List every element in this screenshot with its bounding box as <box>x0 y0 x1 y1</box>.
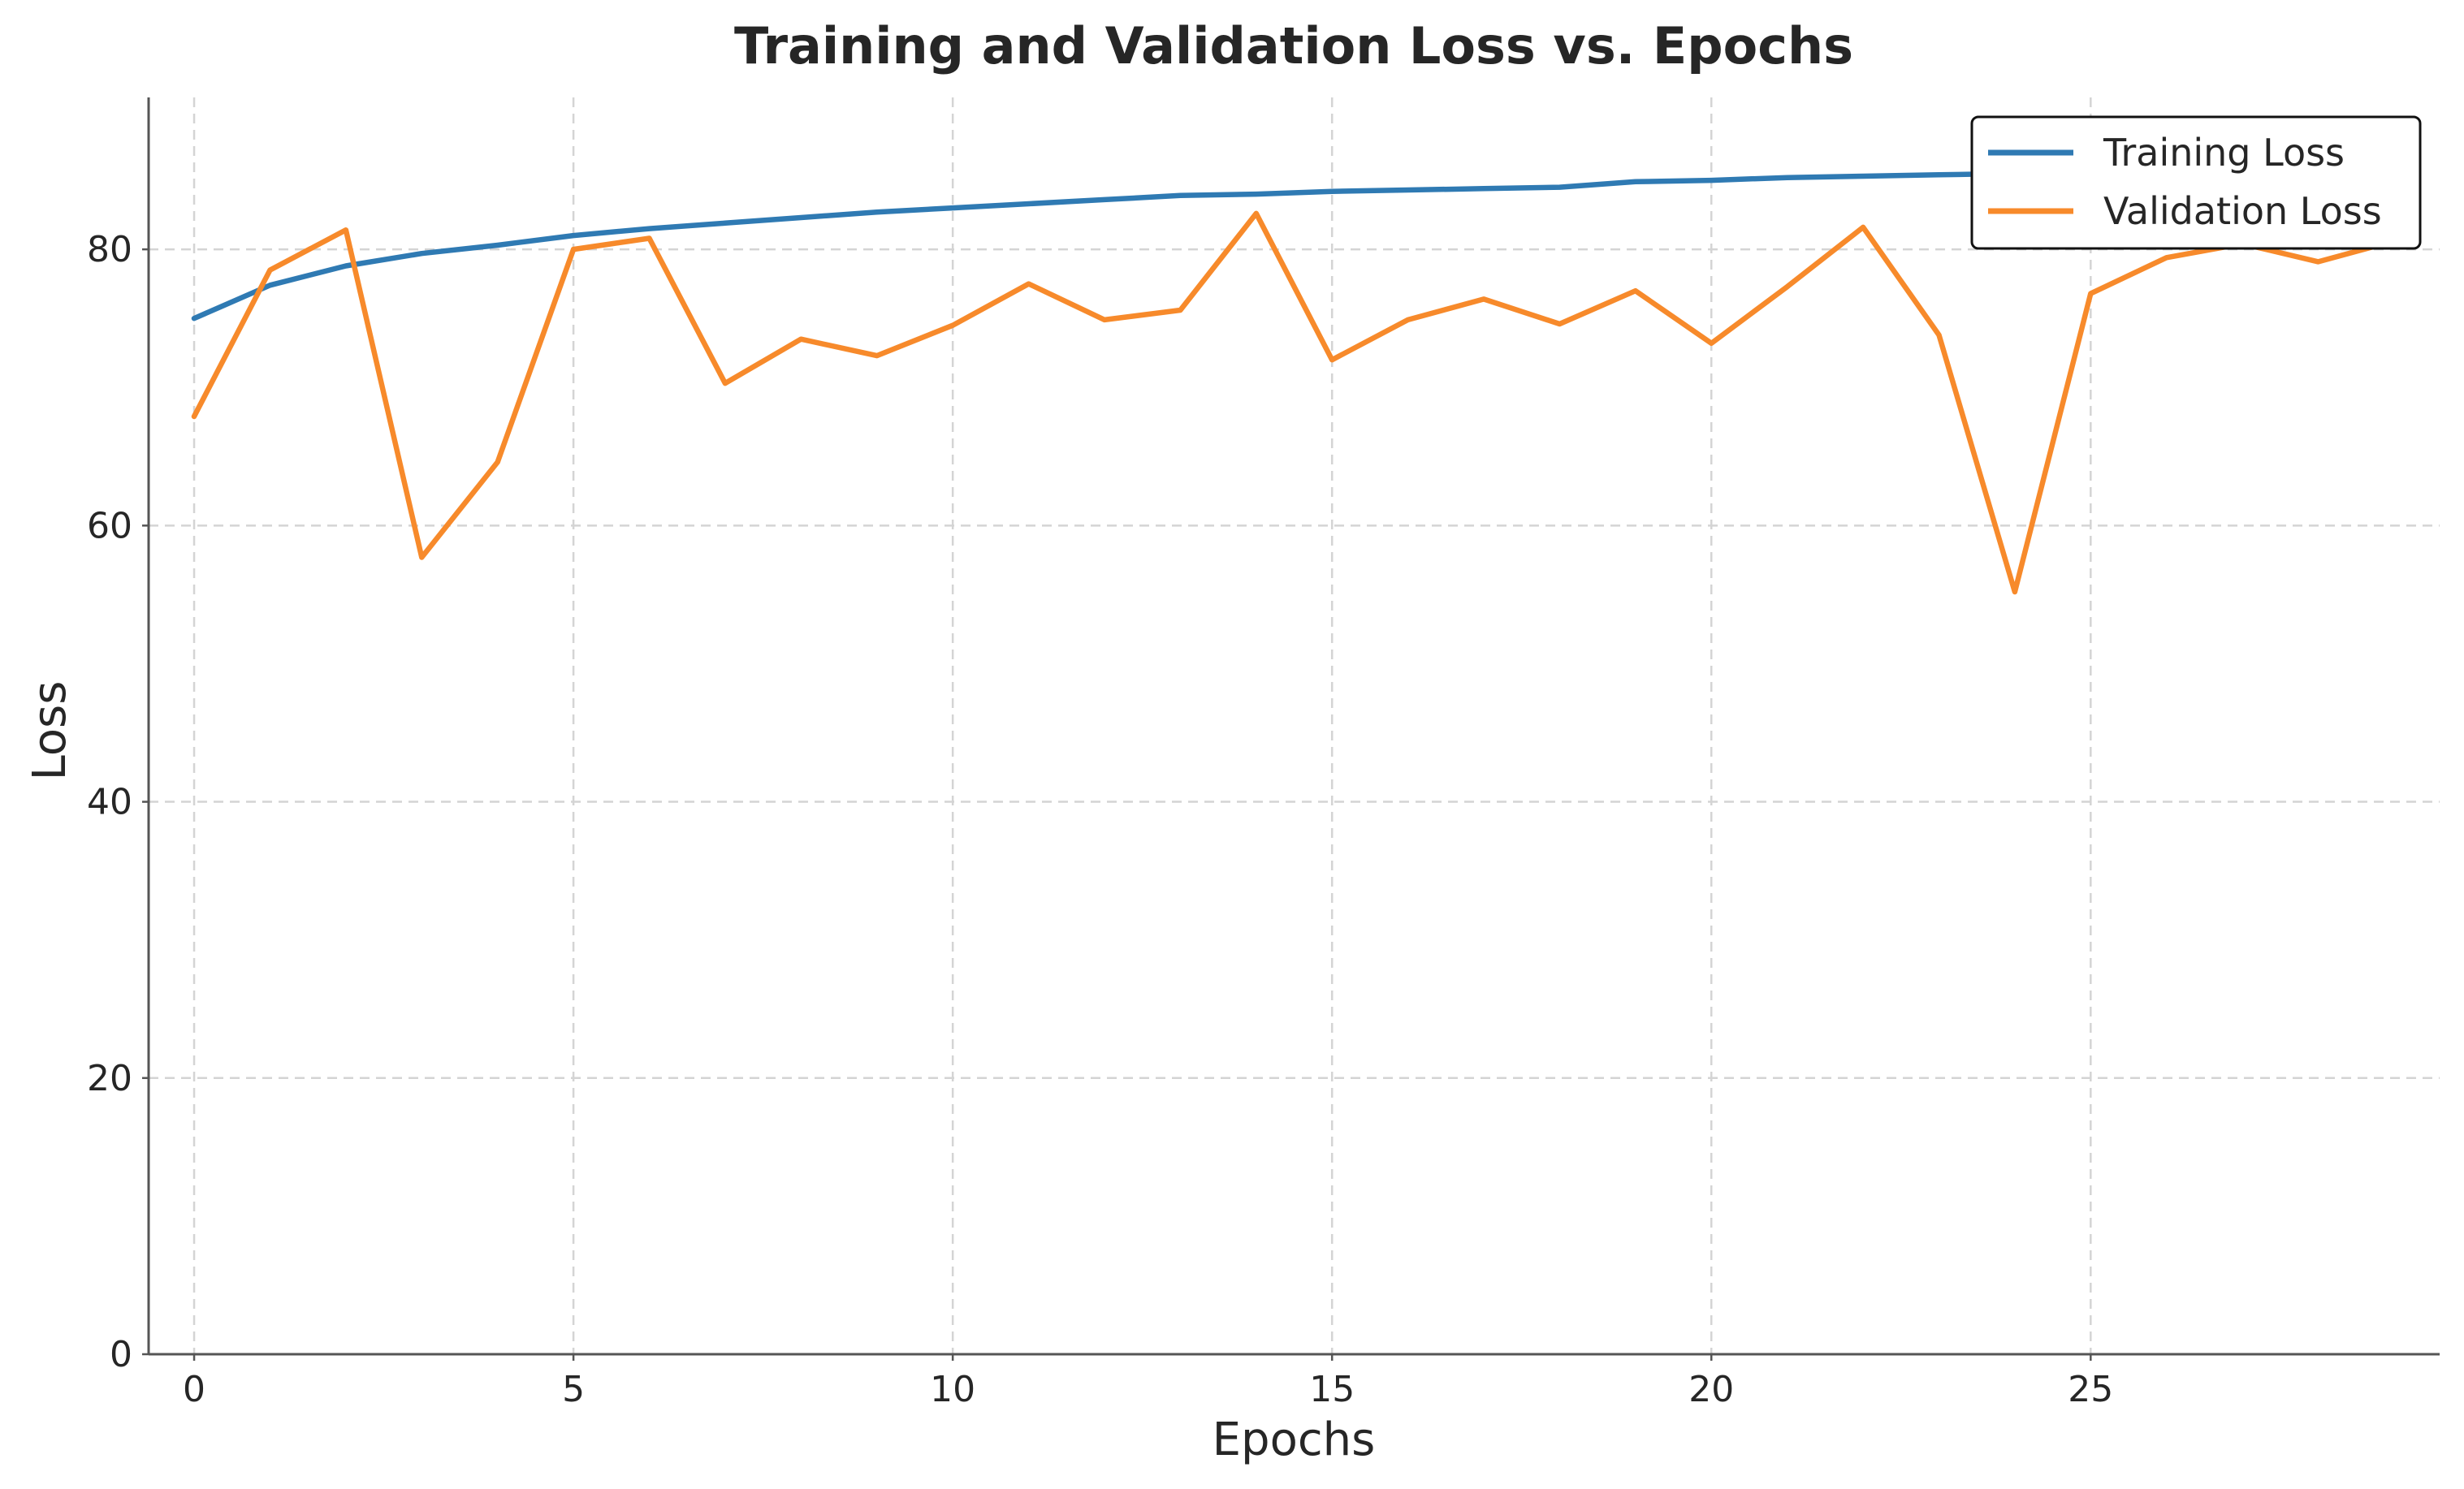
x-tick-label: 25 <box>2068 1369 2113 1410</box>
y-tick-label: 60 <box>87 505 132 546</box>
x-tick-label: 10 <box>930 1369 975 1410</box>
y-axis-label: Loss <box>24 681 76 781</box>
legend-label-training-loss: Training Loss <box>2103 131 2345 175</box>
legend: Training Loss Validation Loss <box>1970 115 2422 250</box>
y-tick-label: 80 <box>87 229 132 270</box>
chart-title: Training and Validation Loss vs. Epochs <box>734 16 1853 76</box>
y-tick-label: 40 <box>87 782 132 823</box>
legend-frame <box>1970 115 2422 250</box>
y-tick-label: 0 <box>110 1334 132 1375</box>
x-axis-label: Epochs <box>1213 1413 1376 1466</box>
x-tick-label: 20 <box>1688 1369 1734 1410</box>
x-tick-label: 5 <box>562 1369 585 1410</box>
x-tick-label: 0 <box>183 1369 205 1410</box>
grid <box>149 97 2440 1354</box>
ticks: 0 5 10 15 20 25 0 20 40 60 80 <box>87 229 2113 1410</box>
series-line-validation-loss <box>191 210 2397 595</box>
x-tick-label: 15 <box>1309 1369 1355 1410</box>
legend-label-validation-loss: Validation Loss <box>2103 189 2382 233</box>
y-tick-label: 20 <box>87 1058 132 1099</box>
